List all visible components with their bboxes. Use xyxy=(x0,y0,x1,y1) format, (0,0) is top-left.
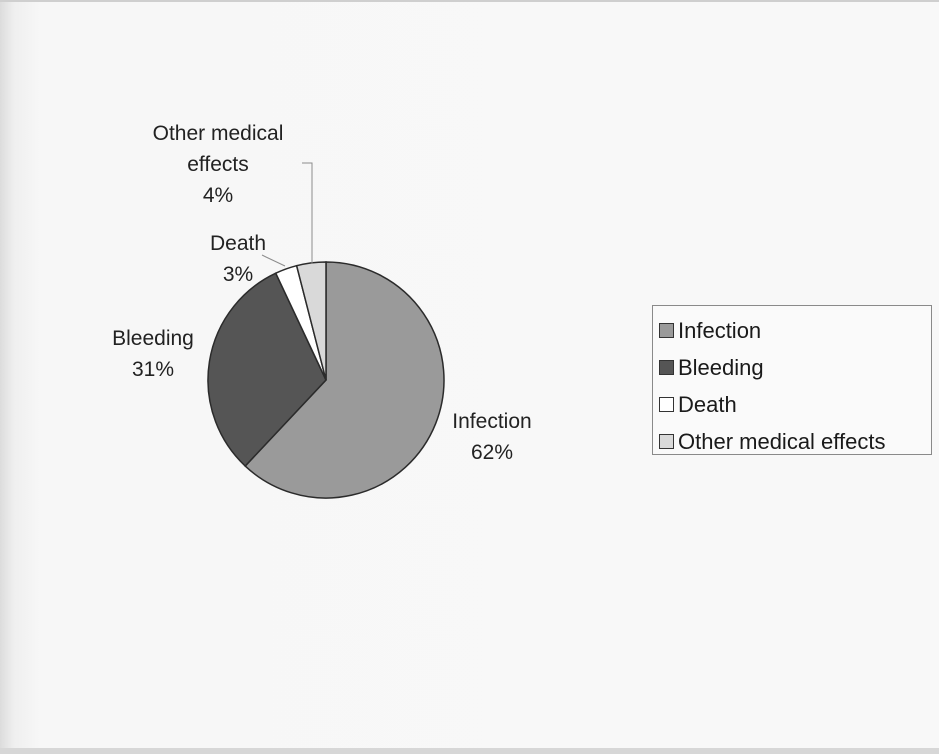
data-label-death-line-2: 3% xyxy=(223,263,253,286)
legend: Infection Bleeding Death Other medical e… xyxy=(652,305,932,455)
legend-swatch-other-medical-effects xyxy=(659,434,674,449)
legend-item-infection: Infection xyxy=(659,312,931,349)
leader-line-other-medical-effects xyxy=(302,162,313,264)
pie-slice-other-medical-effects xyxy=(295,261,327,381)
legend-label-infection: Infection xyxy=(678,317,762,343)
legend-item-bleeding: Bleeding xyxy=(659,349,931,386)
data-label-bleeding-line-2: 31% xyxy=(132,358,174,381)
pie-slice-bleeding xyxy=(207,272,327,468)
pie-slice-infection xyxy=(244,261,445,499)
legend-swatch-bleeding xyxy=(659,360,674,375)
data-label-other-medical-effects-line-1: Other medical xyxy=(153,122,284,145)
legend-label-bleeding: Bleeding xyxy=(678,354,764,380)
leader-line-death xyxy=(261,254,286,267)
data-label-death-line-1: Death xyxy=(210,232,266,255)
legend-item-other-medical-effects: Other medical effects xyxy=(659,423,931,460)
top-border xyxy=(0,0,939,2)
data-label-infection-line-1: Infection xyxy=(452,410,531,433)
data-label-bleeding-line-1: Bleeding xyxy=(112,327,194,350)
data-label-other-medical-effects-line-2: effects xyxy=(187,153,248,176)
legend-swatch-death xyxy=(659,397,674,412)
legend-label-death: Death xyxy=(678,391,737,417)
legend-item-death: Death xyxy=(659,386,931,423)
legend-label-other-medical-effects: Other medical effects xyxy=(678,428,886,454)
bottom-border xyxy=(0,748,939,754)
data-label-infection-line-2: 62% xyxy=(471,441,513,464)
legend-swatch-infection xyxy=(659,323,674,338)
data-label-other-medical-effects-line-3: 4% xyxy=(203,184,233,207)
